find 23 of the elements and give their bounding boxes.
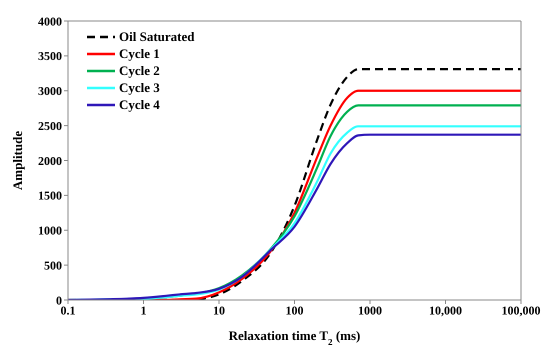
y-tick-label: 2000: [38, 154, 62, 168]
y-tick-label: 3000: [38, 84, 62, 98]
y-tick-label: 1000: [38, 224, 62, 238]
y-tick-label: 1500: [38, 188, 62, 203]
legend-label: Cycle 2: [119, 62, 160, 78]
y-tick-label: 2500: [38, 118, 62, 133]
y-tick-label: 500: [44, 258, 62, 272]
x-tick-label: 10: [213, 304, 225, 318]
x-tick-label: 100: [286, 304, 304, 318]
legend-label: Cycle 3: [119, 80, 160, 96]
x-tick-label: 10,000: [429, 304, 462, 318]
legend-label: Cycle 4: [119, 96, 160, 112]
legend-label: Cycle 1: [119, 46, 160, 62]
x-tick-label: 1000: [358, 304, 382, 318]
x-axis-title: Relaxation time T$_{2}$ (ms): [228, 328, 360, 347]
y-tick-label: 3500: [38, 49, 62, 64]
y-axis-title: Amplitude: [10, 130, 25, 190]
x-tick-label: 0.1: [60, 304, 76, 318]
y-tick-label: 0: [56, 293, 62, 308]
legend-label: Oil Saturated: [119, 28, 194, 44]
y-tick-label: 4000: [38, 14, 62, 28]
x-tick-label: 1: [140, 304, 146, 318]
x-tick-label: 100,000: [502, 304, 540, 318]
